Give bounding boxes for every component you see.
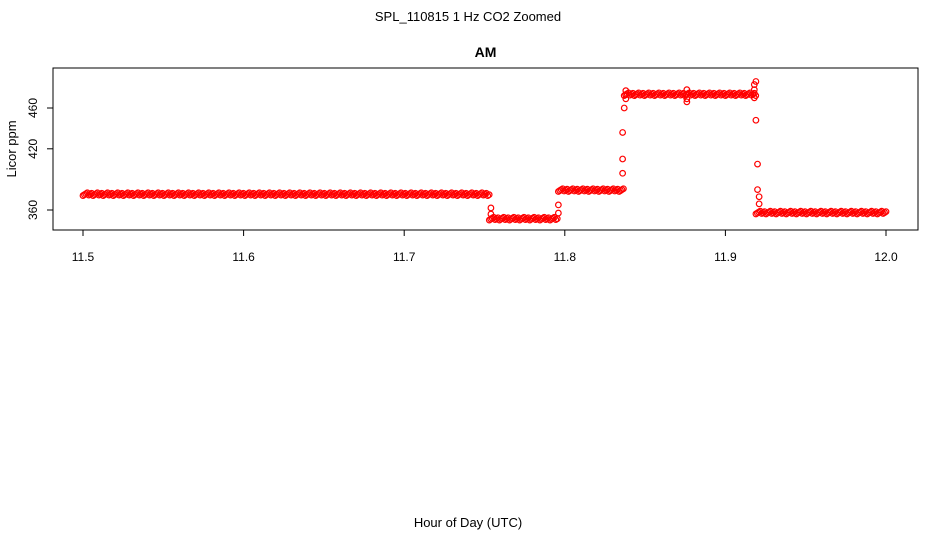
data-point <box>620 185 627 193</box>
figure-suptitle: SPL_110815 1 Hz CO2 Zoomed <box>374 9 562 24</box>
x-tick-label: 12.0 <box>874 250 898 264</box>
data-point <box>755 193 763 201</box>
x-tick-label: 11.6 <box>232 250 255 264</box>
x-tick-label: 11.5 <box>72 250 95 264</box>
data-point <box>754 186 761 194</box>
x-axis-label: Hour of Day (UTC) <box>413 515 523 530</box>
data-point <box>554 209 562 217</box>
data-point <box>485 191 493 199</box>
data-point <box>683 95 691 103</box>
y-axis-label: Licor ppm <box>4 120 19 177</box>
y-tick-label: 420 <box>26 138 40 158</box>
x-tick-label: 11.8 <box>554 250 577 264</box>
data-point <box>487 210 495 218</box>
x-axis: 11.5 11.6 11.7 11.8 11.9 12.0 <box>72 230 898 264</box>
data-point <box>882 208 890 216</box>
data-point <box>750 94 758 102</box>
y-axis: 360 420 460 <box>26 98 53 220</box>
data-point <box>755 200 763 208</box>
chart-title: AM <box>475 44 497 60</box>
data-point <box>752 116 760 124</box>
x-tick-label: 11.7 <box>393 250 416 264</box>
data-point <box>622 91 630 99</box>
data-point <box>619 155 627 163</box>
data-point <box>619 129 627 136</box>
data-points <box>79 78 890 224</box>
y-tick-label: 360 <box>26 200 40 220</box>
data-point <box>683 86 691 94</box>
y-tick-label: 460 <box>26 98 40 118</box>
x-tick-label: 11.9 <box>714 250 737 264</box>
data-point <box>754 160 761 168</box>
data-point <box>622 95 630 103</box>
data-point <box>487 204 495 212</box>
data-point <box>752 78 760 85</box>
plot-area-frame <box>52 67 919 231</box>
data-point <box>683 98 691 106</box>
data-point <box>620 104 628 112</box>
data-point <box>622 87 630 95</box>
data-point <box>554 201 562 209</box>
data-point <box>619 169 627 177</box>
